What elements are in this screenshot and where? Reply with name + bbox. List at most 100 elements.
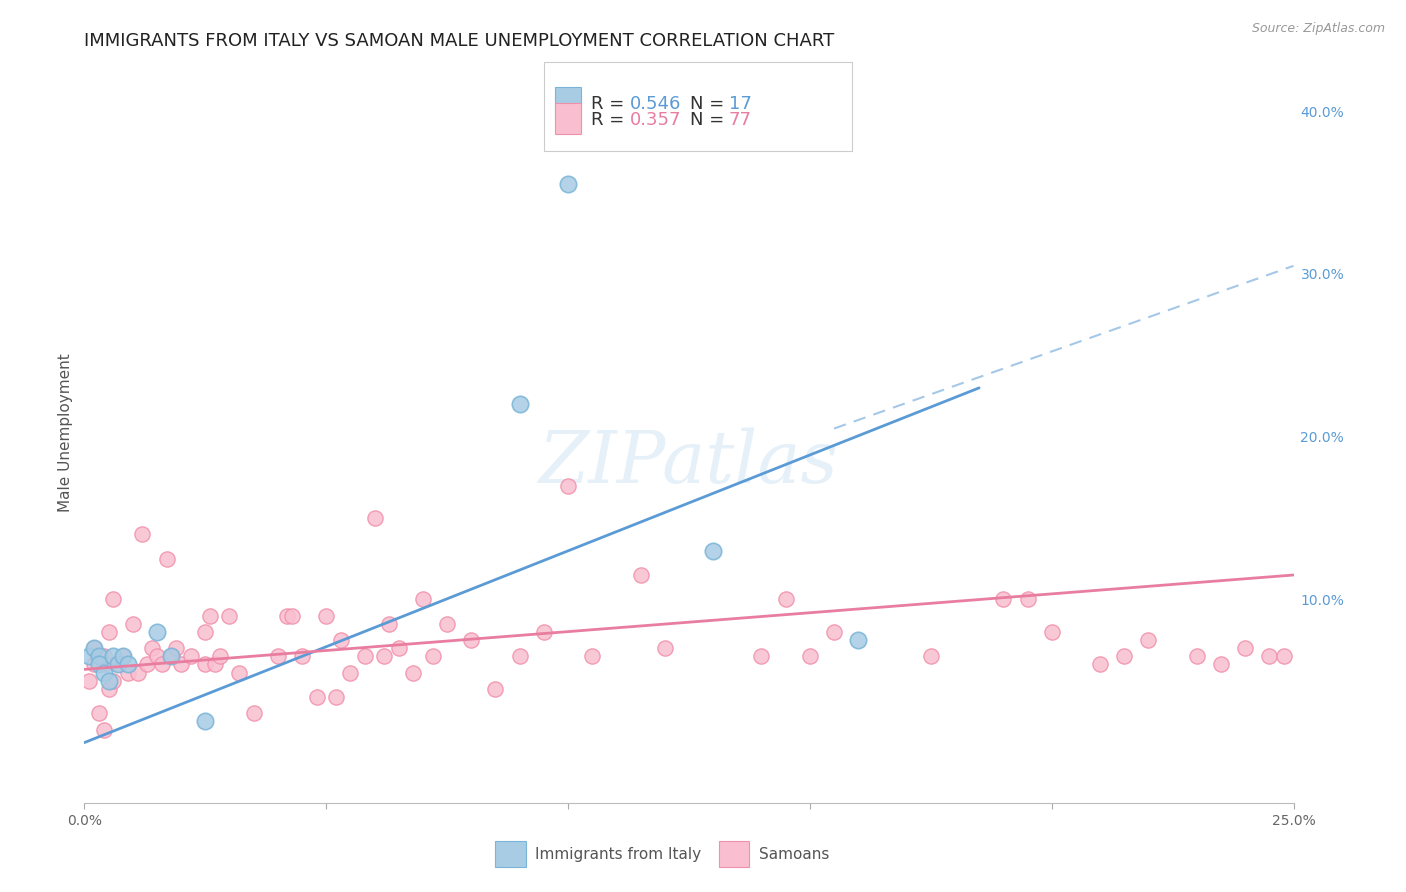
Point bbox=[388, 641, 411, 656]
Point bbox=[412, 592, 434, 607]
Text: 0.546: 0.546 bbox=[630, 95, 681, 113]
Point bbox=[165, 641, 187, 656]
Point bbox=[97, 673, 120, 688]
Point bbox=[1234, 641, 1257, 656]
Point bbox=[77, 673, 100, 688]
Point bbox=[87, 649, 110, 664]
Point bbox=[208, 649, 231, 664]
Point bbox=[654, 641, 676, 656]
Point bbox=[267, 649, 290, 664]
Point bbox=[103, 649, 125, 664]
Point bbox=[180, 649, 202, 664]
Point bbox=[170, 657, 193, 672]
Point bbox=[112, 649, 135, 664]
Text: 77: 77 bbox=[728, 112, 752, 129]
Point bbox=[194, 714, 217, 729]
Point bbox=[775, 592, 797, 607]
Point bbox=[291, 649, 314, 664]
Text: 17: 17 bbox=[728, 95, 752, 113]
Point bbox=[93, 665, 115, 680]
Point bbox=[83, 641, 105, 656]
Point bbox=[354, 649, 377, 664]
Text: N =: N = bbox=[690, 95, 730, 113]
Point bbox=[107, 657, 129, 672]
Point bbox=[1272, 649, 1295, 664]
Point bbox=[103, 673, 125, 688]
Point bbox=[83, 657, 105, 672]
Point bbox=[117, 665, 139, 680]
Point bbox=[198, 608, 221, 623]
Text: 0.357: 0.357 bbox=[630, 112, 681, 129]
Point bbox=[1185, 649, 1208, 664]
Point bbox=[1040, 624, 1063, 639]
Point bbox=[136, 657, 159, 672]
Point bbox=[402, 665, 425, 680]
Point bbox=[630, 568, 652, 582]
Point bbox=[751, 649, 773, 664]
Point bbox=[363, 511, 385, 525]
Point bbox=[141, 641, 163, 656]
Text: R =: R = bbox=[591, 112, 630, 129]
Point bbox=[276, 608, 298, 623]
Point bbox=[77, 649, 100, 664]
Point bbox=[146, 649, 169, 664]
Point bbox=[194, 624, 217, 639]
Point bbox=[93, 723, 115, 737]
Point bbox=[97, 681, 120, 696]
Point bbox=[242, 706, 264, 721]
Point bbox=[823, 624, 845, 639]
Point bbox=[325, 690, 347, 704]
Point bbox=[160, 649, 183, 664]
Text: ZIPatlas: ZIPatlas bbox=[538, 427, 839, 498]
Point bbox=[121, 616, 143, 631]
Point bbox=[378, 616, 401, 631]
Point bbox=[83, 641, 105, 656]
Point bbox=[228, 665, 250, 680]
FancyBboxPatch shape bbox=[555, 103, 581, 135]
Point bbox=[160, 649, 183, 664]
Text: R =: R = bbox=[591, 95, 630, 113]
Point bbox=[460, 633, 482, 648]
Point bbox=[218, 608, 240, 623]
FancyBboxPatch shape bbox=[720, 841, 749, 867]
Point bbox=[1258, 649, 1281, 664]
Point bbox=[581, 649, 603, 664]
Point bbox=[484, 681, 506, 696]
FancyBboxPatch shape bbox=[495, 841, 526, 867]
Point bbox=[146, 624, 169, 639]
Point bbox=[422, 649, 444, 664]
Text: Samoans: Samoans bbox=[759, 847, 830, 863]
Point bbox=[131, 527, 153, 541]
Point bbox=[373, 649, 395, 664]
Point bbox=[194, 657, 217, 672]
Point bbox=[103, 592, 125, 607]
Point bbox=[436, 616, 458, 631]
Point bbox=[281, 608, 304, 623]
Point bbox=[702, 543, 724, 558]
Point bbox=[107, 657, 129, 672]
Point bbox=[87, 657, 110, 672]
Point bbox=[329, 633, 352, 648]
Point bbox=[920, 649, 942, 664]
Point bbox=[93, 649, 115, 664]
Point bbox=[155, 551, 177, 566]
Point bbox=[557, 478, 579, 492]
Text: IMMIGRANTS FROM ITALY VS SAMOAN MALE UNEMPLOYMENT CORRELATION CHART: IMMIGRANTS FROM ITALY VS SAMOAN MALE UNE… bbox=[84, 32, 835, 50]
Point bbox=[315, 608, 337, 623]
Point bbox=[533, 624, 555, 639]
Point bbox=[127, 665, 149, 680]
Point bbox=[117, 657, 139, 672]
FancyBboxPatch shape bbox=[555, 87, 581, 118]
Point bbox=[204, 657, 226, 672]
Point bbox=[509, 649, 531, 664]
Point bbox=[509, 397, 531, 411]
Point bbox=[339, 665, 361, 680]
Point bbox=[846, 633, 869, 648]
Text: Immigrants from Italy: Immigrants from Italy bbox=[536, 847, 702, 863]
Point bbox=[1017, 592, 1039, 607]
Point bbox=[93, 657, 115, 672]
FancyBboxPatch shape bbox=[544, 62, 852, 152]
Point bbox=[557, 178, 579, 192]
Point bbox=[1088, 657, 1111, 672]
Point bbox=[1137, 633, 1160, 648]
